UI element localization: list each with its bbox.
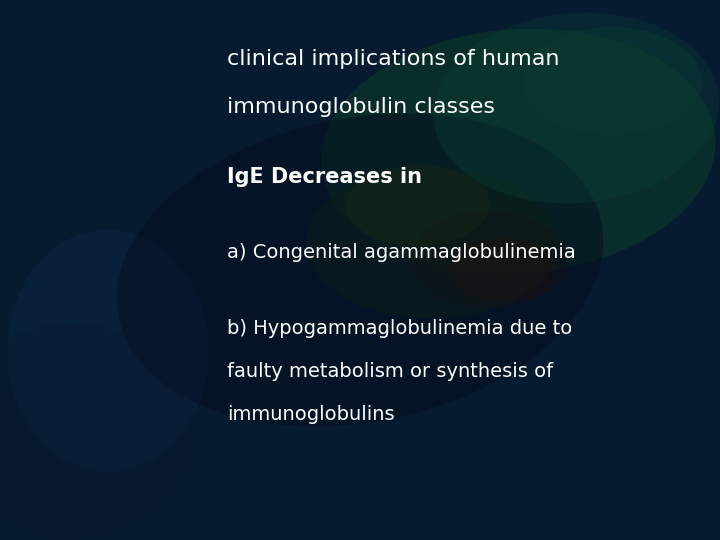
Ellipse shape xyxy=(117,113,603,427)
Ellipse shape xyxy=(433,12,719,204)
Text: a) Congenital agammaglobulinemia: a) Congenital agammaglobulinemia xyxy=(227,243,575,262)
Ellipse shape xyxy=(321,29,716,274)
Ellipse shape xyxy=(410,211,569,308)
Ellipse shape xyxy=(346,165,490,246)
Ellipse shape xyxy=(522,27,702,135)
Text: clinical implications of human: clinical implications of human xyxy=(227,49,559,69)
Text: immunoglobulins: immunoglobulins xyxy=(227,405,395,424)
Ellipse shape xyxy=(7,230,209,472)
Text: faulty metabolism or synthesis of: faulty metabolism or synthesis of xyxy=(227,362,553,381)
Text: immunoglobulin classes: immunoglobulin classes xyxy=(227,97,495,117)
Text: IgE Decreases in: IgE Decreases in xyxy=(227,167,422,187)
Ellipse shape xyxy=(450,238,558,302)
Ellipse shape xyxy=(306,167,558,319)
Text: b) Hypogammaglobulinemia due to: b) Hypogammaglobulinemia due to xyxy=(227,319,572,338)
Ellipse shape xyxy=(0,324,198,540)
